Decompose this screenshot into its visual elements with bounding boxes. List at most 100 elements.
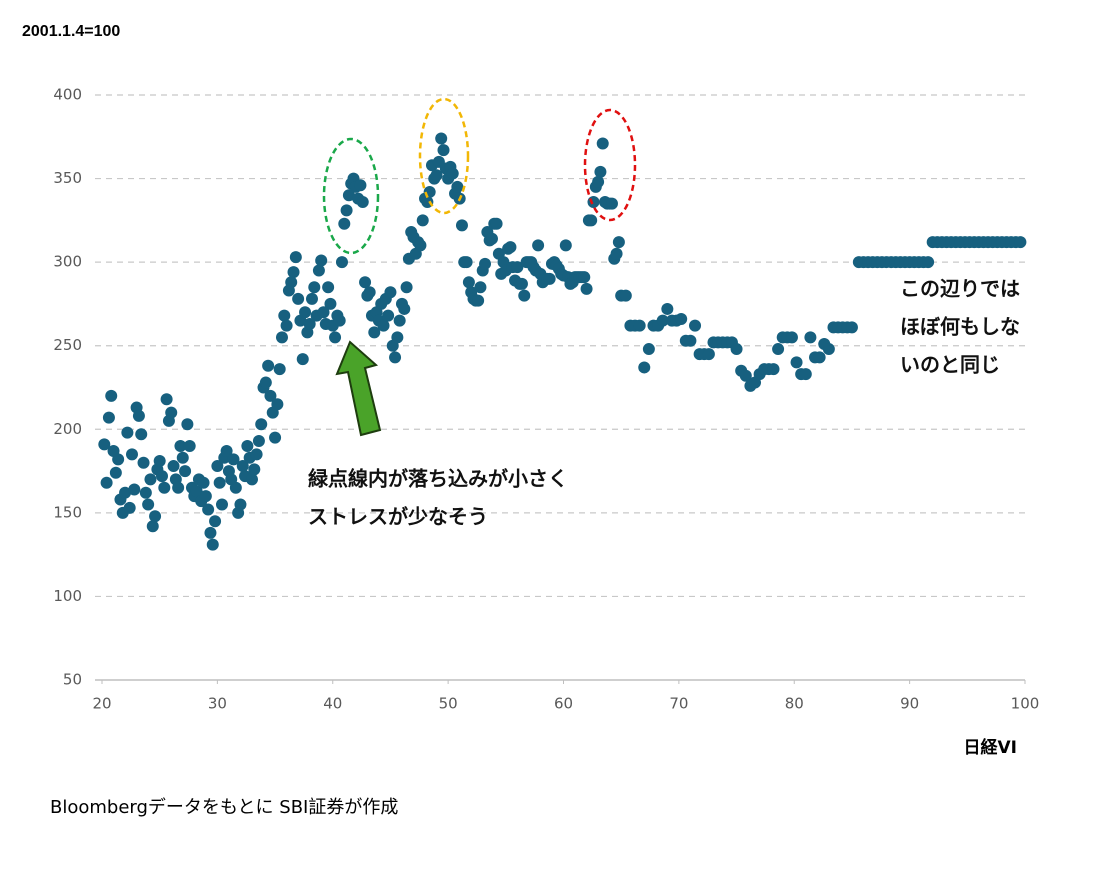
point bbox=[638, 361, 651, 374]
point bbox=[176, 451, 189, 464]
y-tick-label: 300 bbox=[53, 253, 82, 271]
point bbox=[1014, 236, 1027, 249]
point bbox=[109, 466, 122, 479]
green-ellipse bbox=[322, 137, 380, 255]
point bbox=[255, 418, 268, 431]
point bbox=[123, 501, 136, 514]
point bbox=[462, 276, 475, 289]
point bbox=[359, 276, 372, 289]
point bbox=[594, 165, 607, 178]
point bbox=[400, 281, 413, 294]
point bbox=[135, 428, 148, 441]
point bbox=[675, 312, 688, 325]
point bbox=[98, 438, 111, 451]
annotation: ほぼ何もしな bbox=[900, 315, 1020, 339]
point bbox=[479, 257, 492, 270]
point bbox=[382, 309, 395, 322]
annotation: ストレスが少なそう bbox=[308, 505, 488, 529]
point bbox=[100, 476, 113, 489]
point bbox=[804, 331, 817, 344]
point bbox=[354, 179, 367, 192]
point bbox=[199, 490, 212, 503]
x-tick-label: 80 bbox=[785, 695, 804, 713]
point bbox=[271, 398, 284, 411]
y-axis-label: 2001.1.4=100 bbox=[22, 23, 120, 40]
point bbox=[767, 363, 780, 376]
point bbox=[252, 434, 265, 447]
point bbox=[215, 498, 228, 511]
annotation: 緑点線内が落ち込みが小さく bbox=[308, 467, 568, 491]
point bbox=[684, 334, 697, 347]
point bbox=[338, 217, 351, 230]
x-tick-label: 40 bbox=[323, 695, 342, 713]
point bbox=[437, 144, 450, 157]
point bbox=[398, 302, 411, 315]
point bbox=[181, 418, 194, 431]
point bbox=[305, 292, 318, 305]
point bbox=[490, 217, 503, 230]
point bbox=[303, 317, 316, 330]
point bbox=[730, 343, 743, 356]
point bbox=[285, 276, 298, 289]
point bbox=[144, 473, 157, 486]
point bbox=[264, 389, 277, 402]
point bbox=[102, 411, 115, 424]
point bbox=[174, 440, 187, 452]
point bbox=[227, 453, 240, 466]
point bbox=[389, 351, 402, 364]
point bbox=[446, 167, 459, 180]
point bbox=[299, 306, 312, 319]
point bbox=[619, 289, 632, 302]
point bbox=[772, 343, 785, 356]
point bbox=[197, 476, 210, 489]
point bbox=[813, 351, 826, 364]
x-tick-label: 20 bbox=[92, 695, 111, 713]
point bbox=[202, 503, 215, 516]
point bbox=[211, 460, 224, 473]
point bbox=[312, 264, 325, 277]
x-axis-label: 日経VI bbox=[964, 737, 1017, 758]
point bbox=[543, 272, 556, 285]
point bbox=[340, 204, 353, 217]
x-tick-label: 50 bbox=[439, 695, 458, 713]
point bbox=[209, 515, 222, 528]
point bbox=[259, 376, 272, 389]
point bbox=[532, 239, 545, 252]
point bbox=[430, 169, 443, 182]
point bbox=[112, 453, 125, 466]
point bbox=[220, 445, 233, 458]
point bbox=[393, 314, 406, 327]
point bbox=[160, 393, 173, 406]
point bbox=[287, 266, 300, 279]
point bbox=[206, 538, 219, 551]
point bbox=[845, 321, 858, 334]
point bbox=[322, 281, 335, 294]
point bbox=[128, 483, 141, 496]
point bbox=[125, 448, 138, 461]
point bbox=[296, 353, 309, 366]
red-ellipse bbox=[583, 108, 637, 222]
y-tick-label: 100 bbox=[53, 587, 82, 605]
y-tick-label: 250 bbox=[53, 336, 82, 354]
point bbox=[435, 132, 448, 145]
point bbox=[289, 251, 302, 264]
y-tick-label: 400 bbox=[53, 86, 82, 104]
point bbox=[922, 256, 935, 269]
point bbox=[248, 463, 261, 476]
plot: 50 100 150 200 250 300 350 400 20 30 40 50 60 70 80 90 1… bbox=[53, 86, 1039, 713]
point bbox=[511, 261, 524, 274]
point bbox=[183, 440, 196, 452]
x-tick-label: 70 bbox=[669, 695, 688, 713]
point bbox=[308, 281, 321, 294]
point bbox=[275, 331, 288, 344]
point bbox=[137, 456, 150, 469]
point bbox=[414, 239, 427, 252]
point bbox=[132, 409, 145, 422]
point bbox=[368, 326, 381, 339]
point bbox=[139, 486, 152, 499]
point bbox=[119, 486, 132, 499]
point bbox=[333, 314, 346, 327]
point bbox=[292, 292, 305, 305]
point bbox=[153, 455, 166, 468]
